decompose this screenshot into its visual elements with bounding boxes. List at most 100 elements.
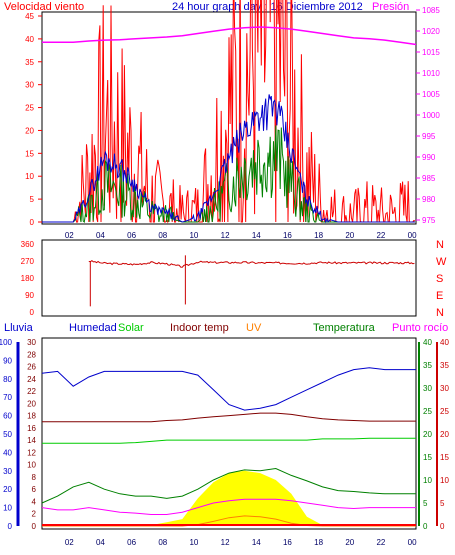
rain-tick-40: 40: [3, 448, 12, 457]
pressure-tick-1085: 1085: [422, 6, 440, 15]
indoor-tick-12: 12: [27, 448, 36, 457]
wind-tick-20: 20: [25, 126, 34, 135]
temp-tick-25: 25: [423, 407, 432, 416]
wind-tick-5: 5: [30, 195, 35, 204]
direction-tick-270: 270: [21, 257, 35, 266]
time-tick-16: 16: [283, 231, 292, 240]
time-tick-22: 22: [376, 538, 385, 547]
time-tick-14: 14: [252, 231, 261, 240]
time-tick-20: 20: [345, 538, 354, 547]
direction-tick-90: 90: [25, 291, 34, 300]
indoor-tick-22: 22: [27, 387, 36, 396]
humidity-line: [41, 367, 416, 411]
indoor-tick-0: 0: [32, 522, 37, 531]
dew-point-label: Punto rocío: [392, 322, 448, 334]
wind-tick-0: 0: [30, 218, 35, 227]
wind-tick-45: 45: [25, 12, 34, 21]
rain-tick-30: 30: [3, 467, 12, 476]
indoor-tick-28: 28: [27, 350, 36, 359]
time-tick-12: 12: [221, 231, 230, 240]
dew-tick-0: 0: [440, 522, 445, 531]
indoor-tick-10: 10: [27, 461, 36, 470]
direction-panel: [41, 239, 417, 317]
direction-tick-180: 180: [21, 274, 35, 283]
rain-tick-100: 100: [0, 338, 13, 347]
time-tick-12: 12: [221, 538, 230, 547]
lower-axes: 1009080706050403020100302826242220181614…: [0, 338, 449, 531]
wind-tick-30: 30: [25, 81, 34, 90]
pressure-tick-1005: 1005: [422, 90, 440, 99]
time-tick-22: 22: [376, 231, 385, 240]
indoor-tick-8: 8: [32, 473, 37, 482]
pressure-tick-1015: 1015: [422, 48, 440, 57]
uv-label: UV: [246, 322, 262, 334]
pressure-tick-985: 985: [422, 174, 436, 183]
solar-line: [42, 437, 416, 444]
dew-tick-10: 10: [440, 476, 449, 485]
time-tick-20: 20: [345, 231, 354, 240]
indoor-tick-6: 6: [32, 485, 37, 494]
wind-gust-line: [42, 0, 415, 224]
pressure-axis-ticks: 1085 1020 1015 1010 1005 1000 995 990 985 980 975: [416, 6, 440, 225]
wind-tick-40: 40: [25, 35, 34, 44]
time-tick-08: 08: [158, 538, 167, 547]
wind-tick-35: 35: [25, 58, 34, 67]
wind-series: [42, 0, 417, 224]
temp-tick-10: 10: [423, 476, 432, 485]
solar-label: Solar: [118, 322, 144, 334]
direction-series: [88, 255, 415, 307]
wind-avg-line: [42, 94, 415, 224]
time-tick-10: 10: [189, 231, 198, 240]
time-tick-02: 02: [65, 231, 74, 240]
compass-tick-N: N: [436, 307, 444, 319]
humidity-label: Humedad: [69, 322, 117, 334]
rain-tick-10: 10: [3, 504, 12, 513]
time-tick-00: 00: [408, 231, 417, 240]
indoor-tick-24: 24: [27, 375, 36, 384]
pressure-line: [42, 26, 417, 46]
pressure-tick-990: 990: [422, 153, 436, 162]
indoor-tick-4: 4: [32, 497, 37, 506]
time-tick-06: 06: [127, 231, 136, 240]
time-axis-bottom: 02 04 06 08 10 12 14 16 18 20 22 00: [65, 538, 417, 547]
rain-tick-70: 70: [3, 393, 12, 402]
time-axis-top: 02 04 06 08 10 12 14 16 18 20 22 00: [65, 231, 417, 240]
indoor-tick-30: 30: [27, 338, 36, 347]
indoor-temp-line: [42, 412, 416, 423]
wind-tick-10: 10: [25, 172, 34, 181]
direction-tick-0: 0: [30, 308, 35, 317]
pressure-tick-980: 980: [422, 195, 436, 204]
pressure-label: Presión: [372, 1, 409, 13]
direction-tick-360: 360: [21, 240, 35, 249]
time-tick-04: 04: [96, 538, 105, 547]
wind-tick-15: 15: [25, 149, 34, 158]
temp-tick-40: 40: [423, 338, 432, 347]
temp-tick-15: 15: [423, 453, 432, 462]
wind-axis-ticks: 45 40 35 30 25 20 15 10 5 0: [25, 12, 42, 227]
dew-point-line: [41, 498, 416, 515]
pressure-tick-975: 975: [422, 216, 436, 225]
indoor-temp-label: Indoor temp: [170, 322, 229, 334]
wind-speed-label: Velocidad viento: [4, 1, 84, 13]
pressure-tick-1020: 1020: [422, 27, 440, 36]
dew-tick-20: 20: [440, 430, 449, 439]
direction-line: [88, 259, 415, 268]
dew-tick-25: 25: [440, 407, 449, 416]
indoor-tick-18: 18: [27, 412, 36, 421]
dew-tick-5: 5: [440, 499, 445, 508]
indoor-tick-26: 26: [27, 363, 36, 372]
rain-tick-50: 50: [3, 430, 12, 439]
pressure-tick-995: 995: [422, 132, 436, 141]
indoor-tick-16: 16: [27, 424, 36, 433]
temp-tick-0: 0: [423, 522, 428, 531]
temp-tick-30: 30: [423, 384, 432, 393]
pressure-tick-1010: 1010: [422, 69, 440, 78]
indoor-tick-20: 20: [27, 399, 36, 408]
dew-tick-30: 30: [440, 384, 449, 393]
time-tick-16: 16: [283, 538, 292, 547]
time-tick-18: 18: [314, 231, 323, 240]
rain-tick-20: 20: [3, 485, 12, 494]
solar-area: [42, 470, 416, 526]
